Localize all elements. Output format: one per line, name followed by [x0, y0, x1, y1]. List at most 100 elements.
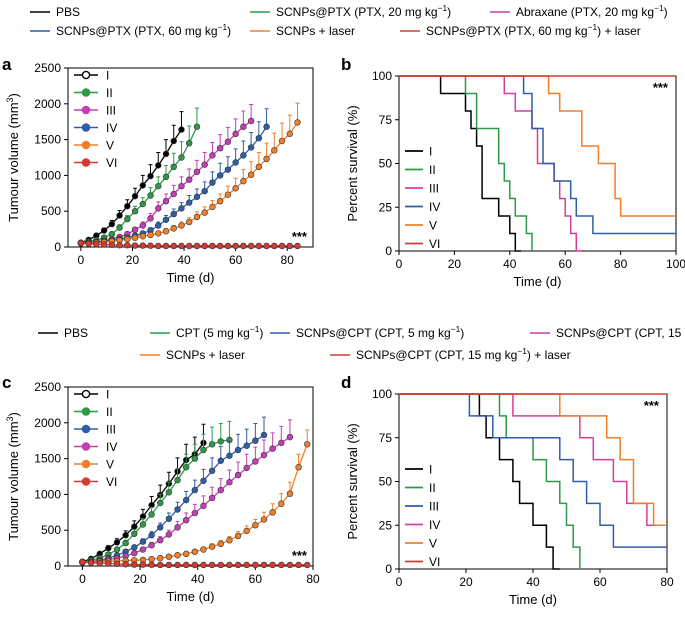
- data-point: [217, 561, 224, 569]
- data-point: [122, 532, 129, 539]
- data-point: [217, 540, 224, 548]
- data-point: [170, 242, 177, 250]
- data-point: [217, 486, 224, 494]
- data-point: [93, 240, 100, 248]
- data-point: [174, 552, 181, 559]
- data-point: [124, 242, 131, 249]
- data-point: [148, 555, 155, 563]
- x-tick-label-c: 60: [249, 572, 263, 586]
- data-point: [100, 241, 108, 248]
- legend-bottom: PBS CPT (5 mg kg−1) SCNPs@CPT (CPT, 5 mg k…: [38, 324, 685, 362]
- data-point: [208, 494, 216, 502]
- x-axis-label-c: Time (d): [167, 589, 215, 604]
- data-point: [162, 150, 170, 158]
- significance-annotation-c: ***: [292, 548, 308, 563]
- y-tick-label-c: 2500: [34, 380, 61, 394]
- series-line-a-II: [80, 126, 198, 244]
- data-point: [178, 154, 185, 161]
- data-point: [200, 446, 207, 454]
- legend-label-c-I: I: [106, 388, 109, 402]
- y-tick-label-b: 75: [379, 113, 393, 127]
- data-point: [79, 558, 86, 566]
- data-point: [148, 532, 155, 539]
- data-point: [217, 438, 224, 445]
- x-tick-label-b: 20: [448, 257, 462, 271]
- data-point: [232, 185, 239, 192]
- legend-label-a-IV: IV: [106, 121, 117, 135]
- legend-label-a-V: V: [106, 139, 114, 153]
- y-tick-label-c: 1500: [34, 452, 61, 466]
- data-point: [87, 559, 95, 566]
- data-point: [201, 187, 208, 195]
- y-tick-label-c: 0: [54, 559, 61, 573]
- data-point: [243, 464, 250, 472]
- y-tick-label-c: 1000: [34, 487, 61, 501]
- data-point: [295, 561, 302, 569]
- data-point: [182, 516, 190, 524]
- series-d-V: [399, 393, 667, 527]
- data-point: [240, 242, 247, 250]
- legend-label-a-VI: VI: [106, 156, 117, 170]
- data-point: [226, 561, 233, 569]
- data-point: [252, 561, 259, 569]
- data-point: [209, 242, 216, 250]
- data-point: [165, 489, 173, 496]
- y-axis-label-a: Tumour volume (mm3): [5, 93, 21, 222]
- legend-label-d-IV: IV: [429, 518, 440, 532]
- data-point: [255, 242, 263, 250]
- data-point: [243, 561, 250, 569]
- x-tick-label-c: 20: [133, 572, 147, 586]
- x-tick-label-b: 80: [614, 257, 628, 271]
- data-point: [139, 233, 146, 240]
- data-point: [105, 544, 112, 552]
- data-point: [139, 200, 146, 208]
- y-tick-label-d: 100: [372, 387, 392, 401]
- y-tick-label-b: 25: [379, 200, 393, 214]
- legend-label-b-I: I: [429, 145, 432, 159]
- data-point: [247, 144, 255, 151]
- data-point: [162, 242, 170, 250]
- series-a-II: [77, 107, 201, 246]
- data-point: [201, 161, 208, 168]
- series-line-b-II: [399, 75, 533, 251]
- data-point: [271, 242, 278, 250]
- legend-top: PBS SCNPs@PTX (PTX, 20 mg kg−1) Abraxane (…: [30, 3, 668, 38]
- y-tick-label-d: 25: [379, 518, 393, 532]
- data-point: [182, 496, 190, 504]
- series-line-d-III: [399, 393, 667, 548]
- data-point: [116, 242, 123, 249]
- data-point: [278, 137, 286, 145]
- data-point: [170, 137, 177, 145]
- data-point: [85, 240, 92, 247]
- data-point: [200, 546, 207, 553]
- panel-label-d: d: [341, 373, 351, 392]
- y-tick-label-b: 0: [385, 244, 392, 258]
- data-point: [247, 242, 255, 250]
- data-point: [193, 123, 201, 130]
- legend-label-c-III: III: [106, 423, 116, 437]
- y-axis-label-d: Percent survival (%): [345, 423, 360, 539]
- data-point: [260, 561, 268, 569]
- data-point: [162, 228, 170, 235]
- legend-entry-top-2: Abraxane (PTX, 20 mg kg−1): [516, 3, 668, 19]
- data-point: [243, 527, 250, 535]
- data-point: [252, 521, 259, 529]
- data-point: [200, 502, 207, 510]
- y-tick-label-b: 100: [372, 69, 392, 83]
- data-point: [108, 241, 116, 249]
- data-point: [304, 561, 311, 569]
- legend-label-b-II: II: [429, 163, 436, 177]
- data-point: [139, 242, 146, 249]
- data-point: [105, 560, 112, 567]
- x-tick-label-a: 40: [177, 253, 191, 267]
- y-tick-label-b: 50: [379, 157, 393, 171]
- data-point: [247, 171, 255, 178]
- data-point: [208, 561, 216, 569]
- legend-entry-top-3: SCNPs@PTX (PTX, 60 mg kg−1): [56, 22, 231, 38]
- data-point: [209, 203, 216, 211]
- data-point: [186, 176, 193, 183]
- legend-label-c-II: II: [106, 405, 113, 419]
- series-b-I: [399, 75, 521, 252]
- data-point: [286, 242, 293, 250]
- series-d-II: [399, 393, 581, 569]
